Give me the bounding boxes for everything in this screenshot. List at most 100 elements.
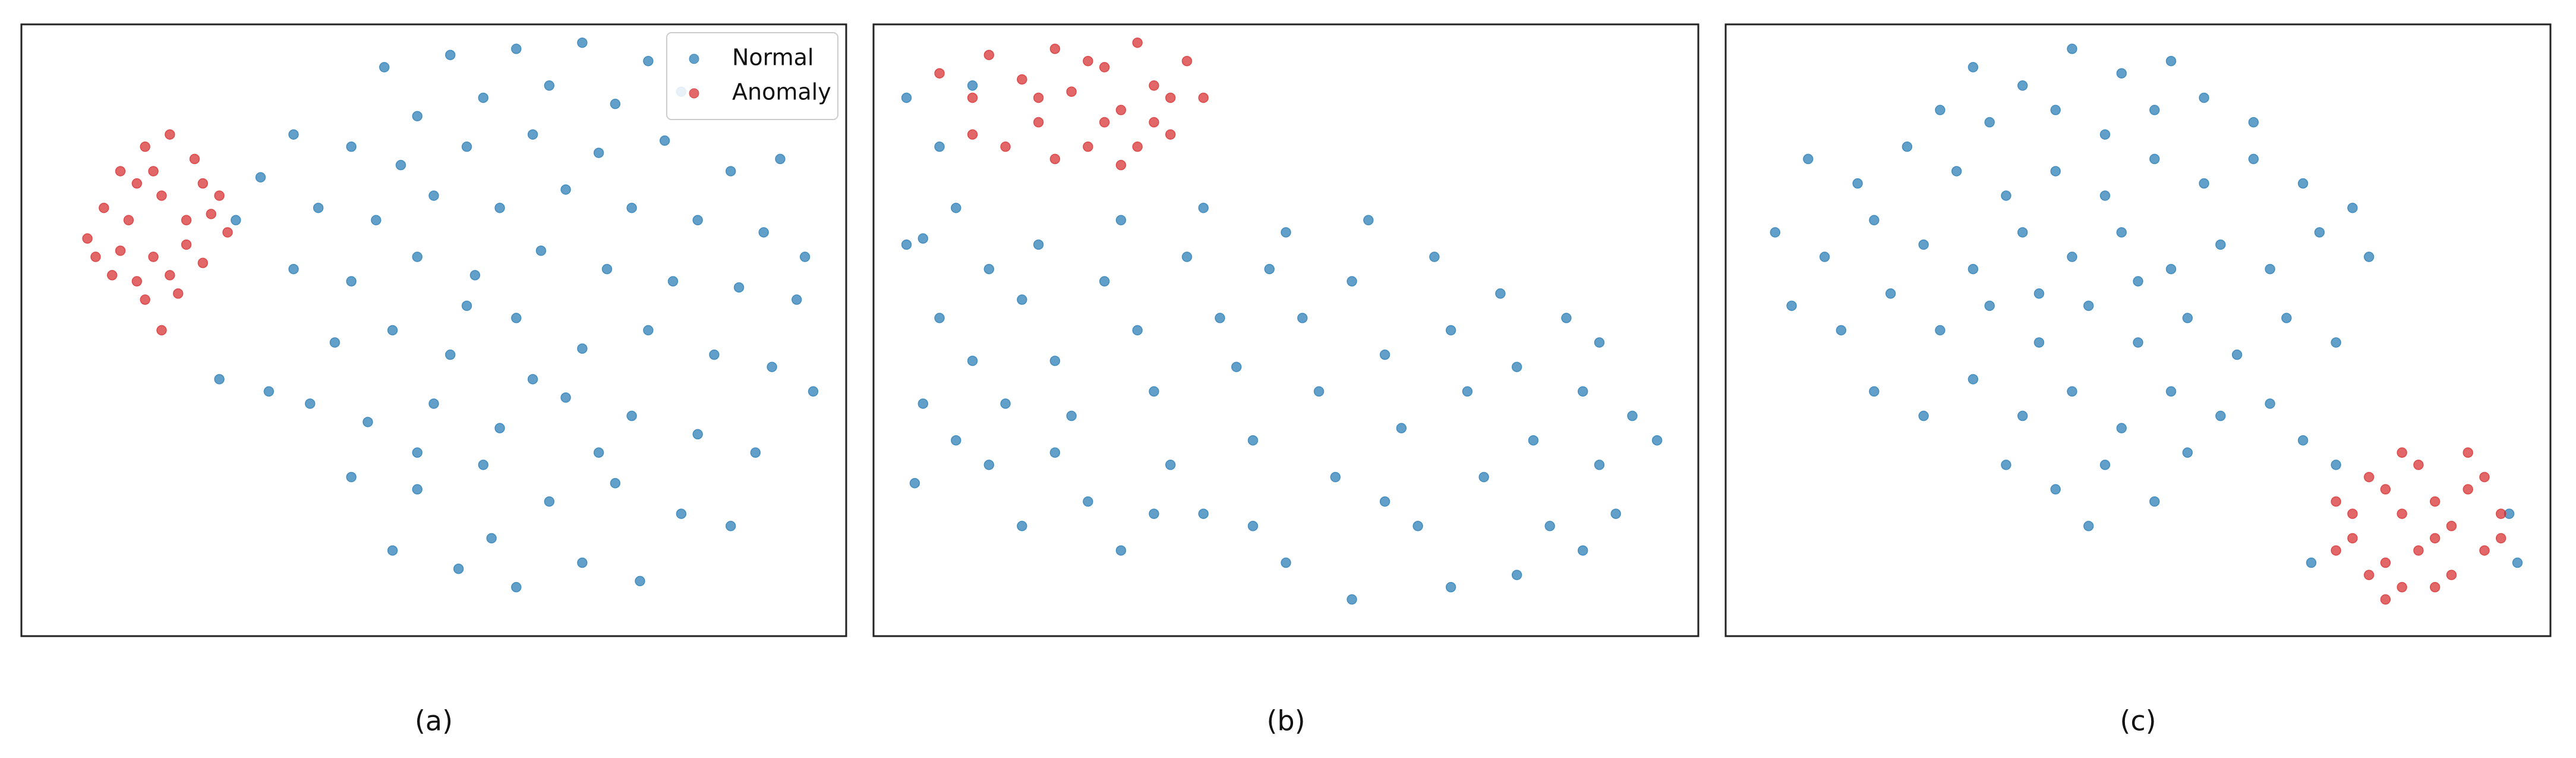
point: [733, 282, 745, 293]
point: [2017, 410, 2028, 422]
point: [2429, 496, 2441, 507]
points: [901, 37, 1663, 605]
point: [2033, 337, 2045, 348]
point: [2446, 521, 2457, 531]
point: [901, 92, 912, 103]
point: [1215, 313, 1225, 323]
point: [1363, 215, 1374, 226]
point: [1115, 105, 1127, 115]
point: [1083, 141, 1093, 152]
point: [2001, 460, 2011, 470]
point: [1099, 276, 1110, 287]
point: [1281, 557, 1291, 568]
point: [2215, 410, 2226, 422]
point: [2215, 239, 2226, 250]
point: [1627, 410, 1638, 422]
point: [494, 423, 505, 433]
point: [2067, 43, 2077, 54]
point: [2306, 557, 2317, 568]
point: [1017, 294, 1027, 305]
point: [346, 471, 357, 483]
legend-marker: [689, 88, 699, 99]
point: [1247, 435, 1259, 446]
point: [1445, 581, 1456, 593]
point: [511, 581, 522, 593]
point: [2512, 557, 2523, 568]
point: [951, 202, 961, 213]
point: [967, 80, 978, 91]
point: [288, 263, 299, 275]
point: [156, 325, 167, 336]
point: [197, 257, 209, 269]
point: [791, 294, 802, 305]
point: [379, 62, 390, 73]
point: [967, 129, 978, 140]
point: [131, 276, 143, 287]
legend-label: Normal: [732, 45, 814, 71]
point: [1066, 410, 1077, 422]
point: [1396, 423, 1407, 433]
point: [2182, 447, 2193, 458]
point: [1165, 92, 1176, 103]
point: [635, 575, 645, 587]
point: [1198, 508, 1209, 519]
point: [2314, 227, 2325, 238]
point: [2413, 545, 2424, 556]
point: [1819, 251, 1830, 262]
point: [2133, 276, 2143, 287]
caption: (a): [415, 705, 453, 737]
point: [387, 325, 398, 336]
point: [2495, 508, 2506, 519]
point: [2050, 105, 2061, 115]
point: [1247, 521, 1259, 531]
point: [362, 417, 373, 427]
point: [172, 288, 184, 299]
point: [1149, 386, 1159, 397]
points: [1770, 43, 2523, 605]
point: [2347, 508, 2358, 519]
point: [983, 49, 995, 61]
point: [2397, 508, 2407, 519]
point: [2463, 447, 2473, 458]
point: [577, 343, 588, 354]
point: [1379, 496, 1391, 507]
point: [909, 478, 920, 489]
point: [2149, 153, 2160, 165]
point: [214, 374, 225, 385]
point: [1869, 215, 1880, 226]
legend-box: [666, 32, 838, 120]
point: [165, 270, 175, 281]
point: [1902, 141, 1913, 152]
point: [1918, 239, 1929, 250]
point: [1231, 361, 1242, 372]
point: [2099, 460, 2111, 470]
legend-label: Anomaly: [732, 79, 831, 105]
point: [1264, 263, 1275, 275]
point: [1115, 215, 1127, 226]
point: [967, 356, 978, 366]
point: [1099, 117, 1110, 128]
point: [643, 325, 654, 336]
point: [371, 215, 381, 226]
point: [709, 349, 720, 360]
point: [2165, 55, 2177, 67]
point: [2265, 263, 2275, 275]
point: [445, 349, 456, 360]
point: [478, 460, 489, 470]
point: [1935, 325, 1946, 336]
point: [1651, 435, 1663, 446]
point: [659, 135, 670, 146]
point: [231, 215, 241, 226]
point: [544, 80, 555, 91]
point: [767, 361, 777, 372]
point: [2479, 545, 2490, 556]
point: [2099, 190, 2111, 201]
point: [1478, 471, 1489, 483]
point: [901, 239, 912, 250]
point: [2083, 521, 2094, 531]
point: [478, 92, 489, 103]
point: [725, 166, 736, 177]
point: [1115, 545, 1127, 556]
point: [967, 92, 978, 103]
point: [2331, 496, 2341, 507]
